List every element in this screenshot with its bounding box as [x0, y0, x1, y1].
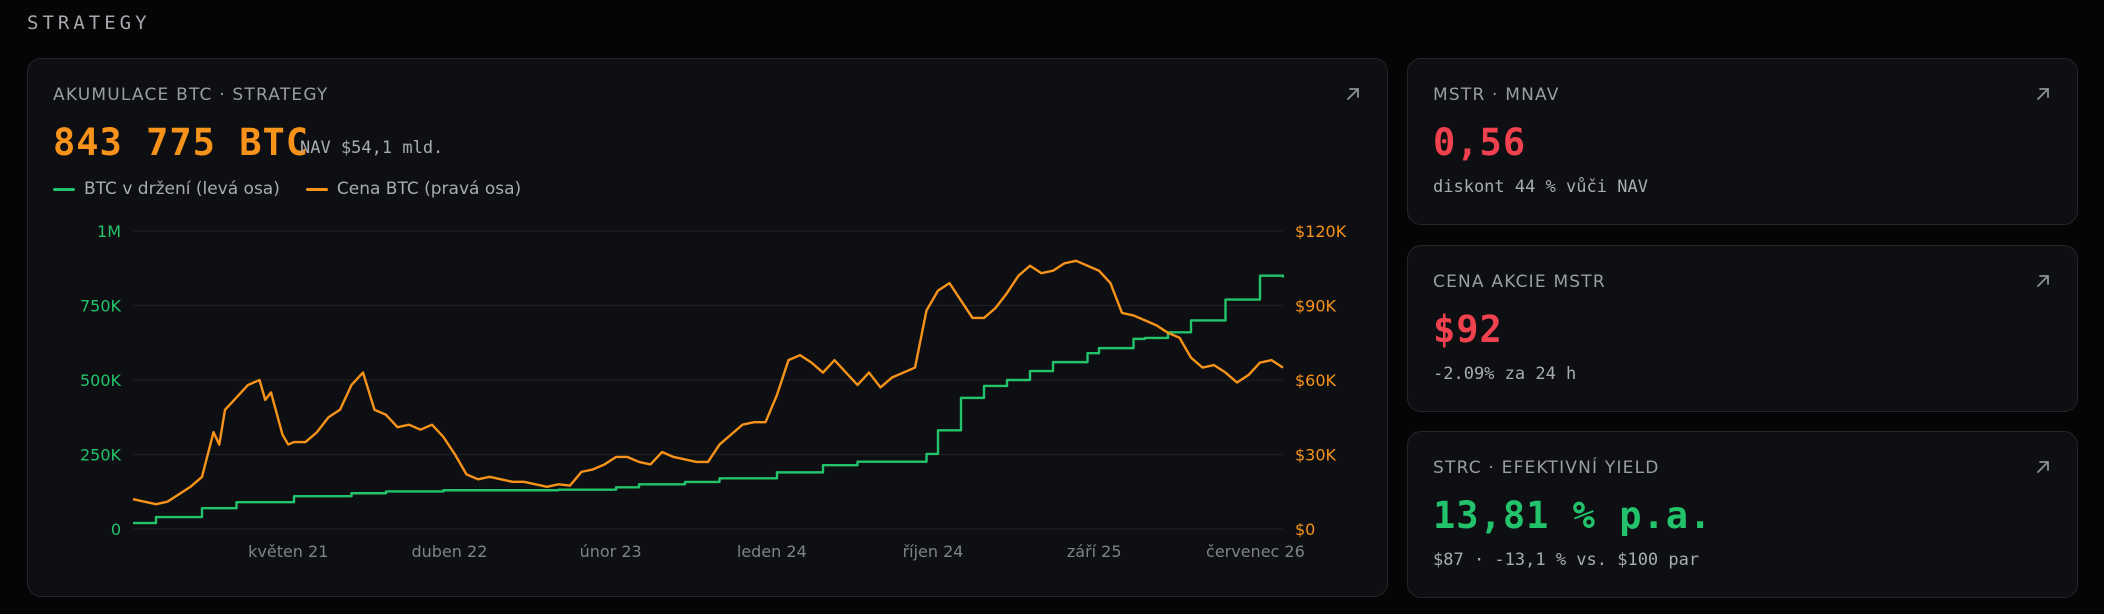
- card-title: STRC · EFEKTIVNÍ YIELD: [1433, 458, 1660, 478]
- chart-legend: BTC v držení (levá osa) Cena BTC (pravá …: [53, 179, 521, 199]
- section-title: STRATEGY: [27, 12, 151, 34]
- btc-holdings-value: 843 775 BTC: [53, 121, 310, 164]
- card-title: CENA AKCIE MSTR: [1433, 272, 1606, 292]
- x-axis-tick: září 25: [1067, 542, 1122, 561]
- legend-swatch-orange: [305, 187, 328, 191]
- btc-price-line: [132, 259, 1284, 506]
- x-axis-tick: červenec 26: [1206, 542, 1305, 561]
- legend-label: Cena BTC (pravá osa): [336, 179, 522, 199]
- mstr-price-value: $92: [1433, 308, 1503, 351]
- right-axis-tick: $0: [1295, 520, 1315, 539]
- left-axis-tick: 500K: [80, 371, 122, 390]
- btc-holdings-line: [133, 274, 1285, 525]
- x-axis-tick: květen 21: [248, 542, 328, 561]
- btc-accumulation-card: AKUMULACE BTC · STRATEGY 843 775 BTC NAV…: [27, 58, 1388, 597]
- card-title: AKUMULACE BTC · STRATEGY: [53, 85, 329, 105]
- mnav-value: 0,56: [1433, 121, 1527, 164]
- strc-yield-value: 13,81 % p.a.: [1433, 494, 1713, 537]
- x-axis-tick: leden 24: [737, 542, 807, 561]
- left-axis-tick: 250K: [80, 446, 122, 465]
- arrow-up-right-icon[interactable]: [1344, 85, 1362, 103]
- strc-yield-card: STRC · EFEKTIVNÍ YIELD 13,81 % p.a. $87 …: [1407, 431, 2078, 598]
- nav-note: NAV $54,1 mld.: [300, 138, 444, 158]
- right-axis-tick: $120K: [1295, 222, 1347, 241]
- btc-chart: 0 $0 250K $30K 500K $60K 750K $90K 1M $120K květen…: [80, 222, 1347, 561]
- arrow-up-right-icon[interactable]: [2034, 85, 2052, 103]
- mstr-price-card: CENA AKCIE MSTR $92 -2.09% za 24 h: [1407, 245, 2078, 412]
- strc-yield-subtext: $87 · -13,1 % vs. $100 par: [1433, 550, 1700, 570]
- x-axis-tick: duben 22: [411, 542, 487, 561]
- left-axis-tick: 1M: [97, 222, 121, 241]
- legend-item-price: Cena BTC (pravá osa): [305, 179, 522, 199]
- left-axis-tick: 0: [111, 520, 121, 539]
- mstr-price-change: -2.09% za 24 h: [1433, 364, 1577, 384]
- mnav-subtext: diskont 44 % vůči NAV: [1433, 177, 1648, 197]
- right-axis-tick: $30K: [1295, 446, 1337, 465]
- legend-item-holdings: BTC v držení (levá osa): [53, 179, 280, 199]
- mnav-card: MSTR · MNAV 0,56 diskont 44 % vůči NAV: [1407, 58, 2078, 225]
- legend-label: BTC v držení (levá osa): [84, 179, 280, 199]
- arrow-up-right-icon[interactable]: [2034, 458, 2052, 476]
- left-axis-tick: 750K: [80, 297, 122, 316]
- legend-swatch-green: [53, 187, 75, 191]
- arrow-up-right-icon[interactable]: [2034, 272, 2052, 290]
- card-title: MSTR · MNAV: [1433, 85, 1560, 105]
- right-axis-tick: $60K: [1295, 371, 1337, 390]
- right-axis-tick: $90K: [1295, 297, 1337, 316]
- x-axis-tick: únor 23: [580, 542, 642, 561]
- x-axis-tick: říjen 24: [903, 542, 964, 561]
